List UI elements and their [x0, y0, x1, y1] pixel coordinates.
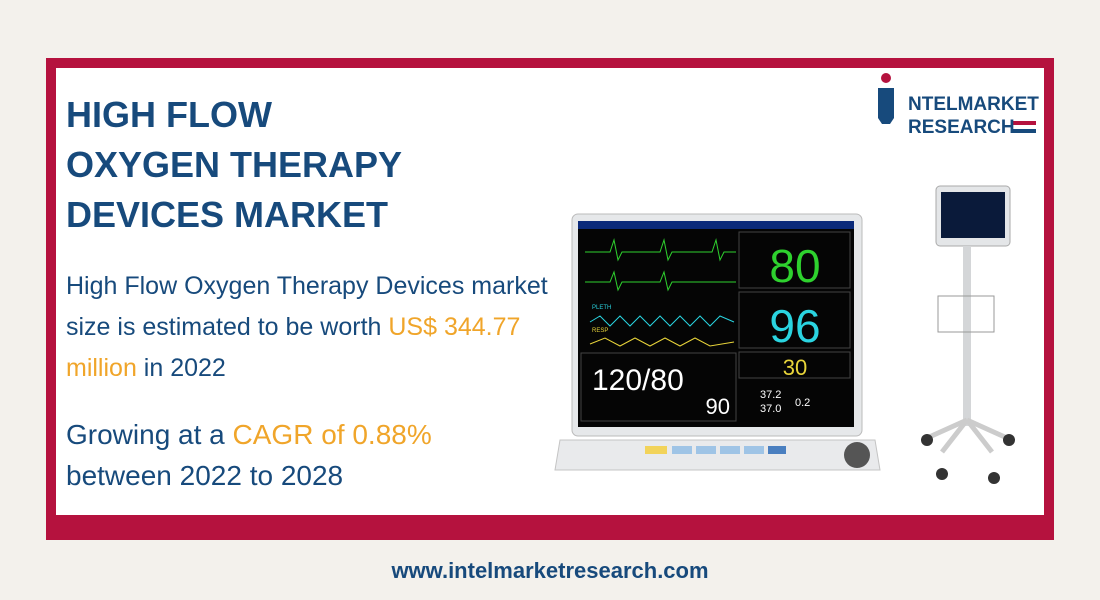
- button: [696, 446, 716, 454]
- monitor-base: [554, 439, 881, 471]
- button: [768, 446, 786, 454]
- logo-dot: [881, 73, 891, 83]
- basket: [937, 295, 995, 333]
- ecg-wave: [585, 238, 736, 262]
- resp-wave: [589, 337, 735, 347]
- button: [720, 446, 740, 454]
- temp: 37.0: [760, 403, 781, 415]
- button: [672, 446, 692, 454]
- hr-box: [738, 231, 851, 289]
- heart-rate: 80: [769, 240, 820, 292]
- highlight: US$ 344.77 million: [66, 313, 521, 382]
- text: High Flow Oxygen Therapy Devices market …: [66, 272, 548, 341]
- title: HIGH FLOW OXYGEN THERAPY DEVICES MARKET: [66, 90, 402, 240]
- pleth-wave: [589, 315, 735, 327]
- logo-text: NTELMARKET: [908, 94, 1039, 115]
- title-line: OXYGEN THERAPY: [66, 144, 403, 185]
- nibp-box: [580, 352, 737, 422]
- panel: [56, 68, 1044, 515]
- ecg-wave: [585, 270, 736, 292]
- frame: [46, 58, 1054, 540]
- temp: 37.2: [760, 389, 781, 401]
- text: between 2022 to 2028: [66, 460, 344, 491]
- stand-screen: [941, 192, 1005, 238]
- logo-bar: [1012, 129, 1036, 133]
- summary: High Flow Oxygen Therapy Devices market …: [66, 266, 566, 389]
- monitor-screen: [578, 221, 854, 427]
- spo2-box: [738, 291, 851, 349]
- resp: 30: [783, 355, 807, 380]
- highlight: CAGR of 0.88%: [232, 419, 432, 450]
- pleth-label: PLETH: [592, 305, 611, 311]
- button: [744, 446, 764, 454]
- logo-bulb: [878, 88, 894, 124]
- nibp-mean: 90: [706, 394, 730, 419]
- title-line: DEVICES MARKET: [66, 194, 389, 235]
- logo-bar: [1012, 121, 1036, 125]
- screen-bar: [578, 221, 854, 229]
- nibp: 120/80: [592, 364, 684, 397]
- knob: [844, 442, 870, 468]
- button: [645, 446, 667, 454]
- logo-text: RESEARCH: [908, 117, 1015, 138]
- wheel: [921, 434, 933, 446]
- title-line: HIGH FLOW: [66, 94, 272, 135]
- temp-diff: 0.2: [795, 397, 810, 409]
- website-url: www.intelmarketresearch.com: [391, 558, 709, 583]
- spo2: 96: [769, 300, 820, 352]
- resp-box: [738, 351, 851, 379]
- wheel: [936, 468, 948, 480]
- resp-label: RESP: [592, 328, 608, 334]
- wheel: [1003, 434, 1015, 446]
- text: Growing at a: [66, 419, 233, 450]
- wheel: [988, 472, 1000, 484]
- stand-base: [925, 417, 1009, 454]
- text: in 2022: [136, 354, 226, 382]
- growth: Growing at a CAGR of 0.88% between 2022 …: [66, 414, 536, 496]
- pole: [963, 246, 971, 426]
